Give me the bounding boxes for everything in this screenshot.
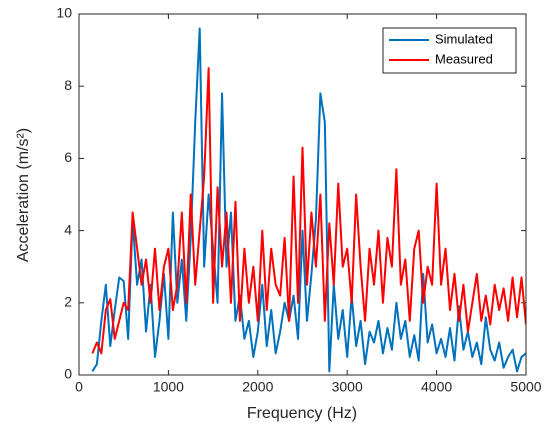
data-line — [91, 27, 526, 373]
x-axis-label: Frequency (Hz) — [247, 405, 357, 422]
y-tick-label: 2 — [64, 294, 72, 310]
legend-label: Simulated — [435, 31, 493, 46]
x-tick-label: 5000 — [510, 379, 541, 395]
axes-box — [78, 13, 527, 376]
y-axis-label: Acceleration (m/s²) — [15, 128, 32, 262]
y-tick-label: 4 — [64, 221, 72, 237]
plot-area — [79, 14, 526, 375]
x-tick-label: 2000 — [242, 379, 273, 395]
x-tick-label: 4000 — [421, 379, 452, 395]
y-tick-label: 10 — [56, 5, 72, 21]
legend-label: Measured — [435, 51, 493, 66]
x-tick-label: 3000 — [332, 379, 363, 395]
legend-box — [382, 27, 517, 74]
y-tick-label: 6 — [64, 149, 72, 165]
data-line — [91, 67, 526, 355]
y-tick-label: 8 — [64, 77, 72, 93]
y-tick-label: 0 — [64, 366, 72, 382]
x-tick-label: 0 — [75, 379, 83, 395]
x-tick-label: 1000 — [153, 379, 184, 395]
